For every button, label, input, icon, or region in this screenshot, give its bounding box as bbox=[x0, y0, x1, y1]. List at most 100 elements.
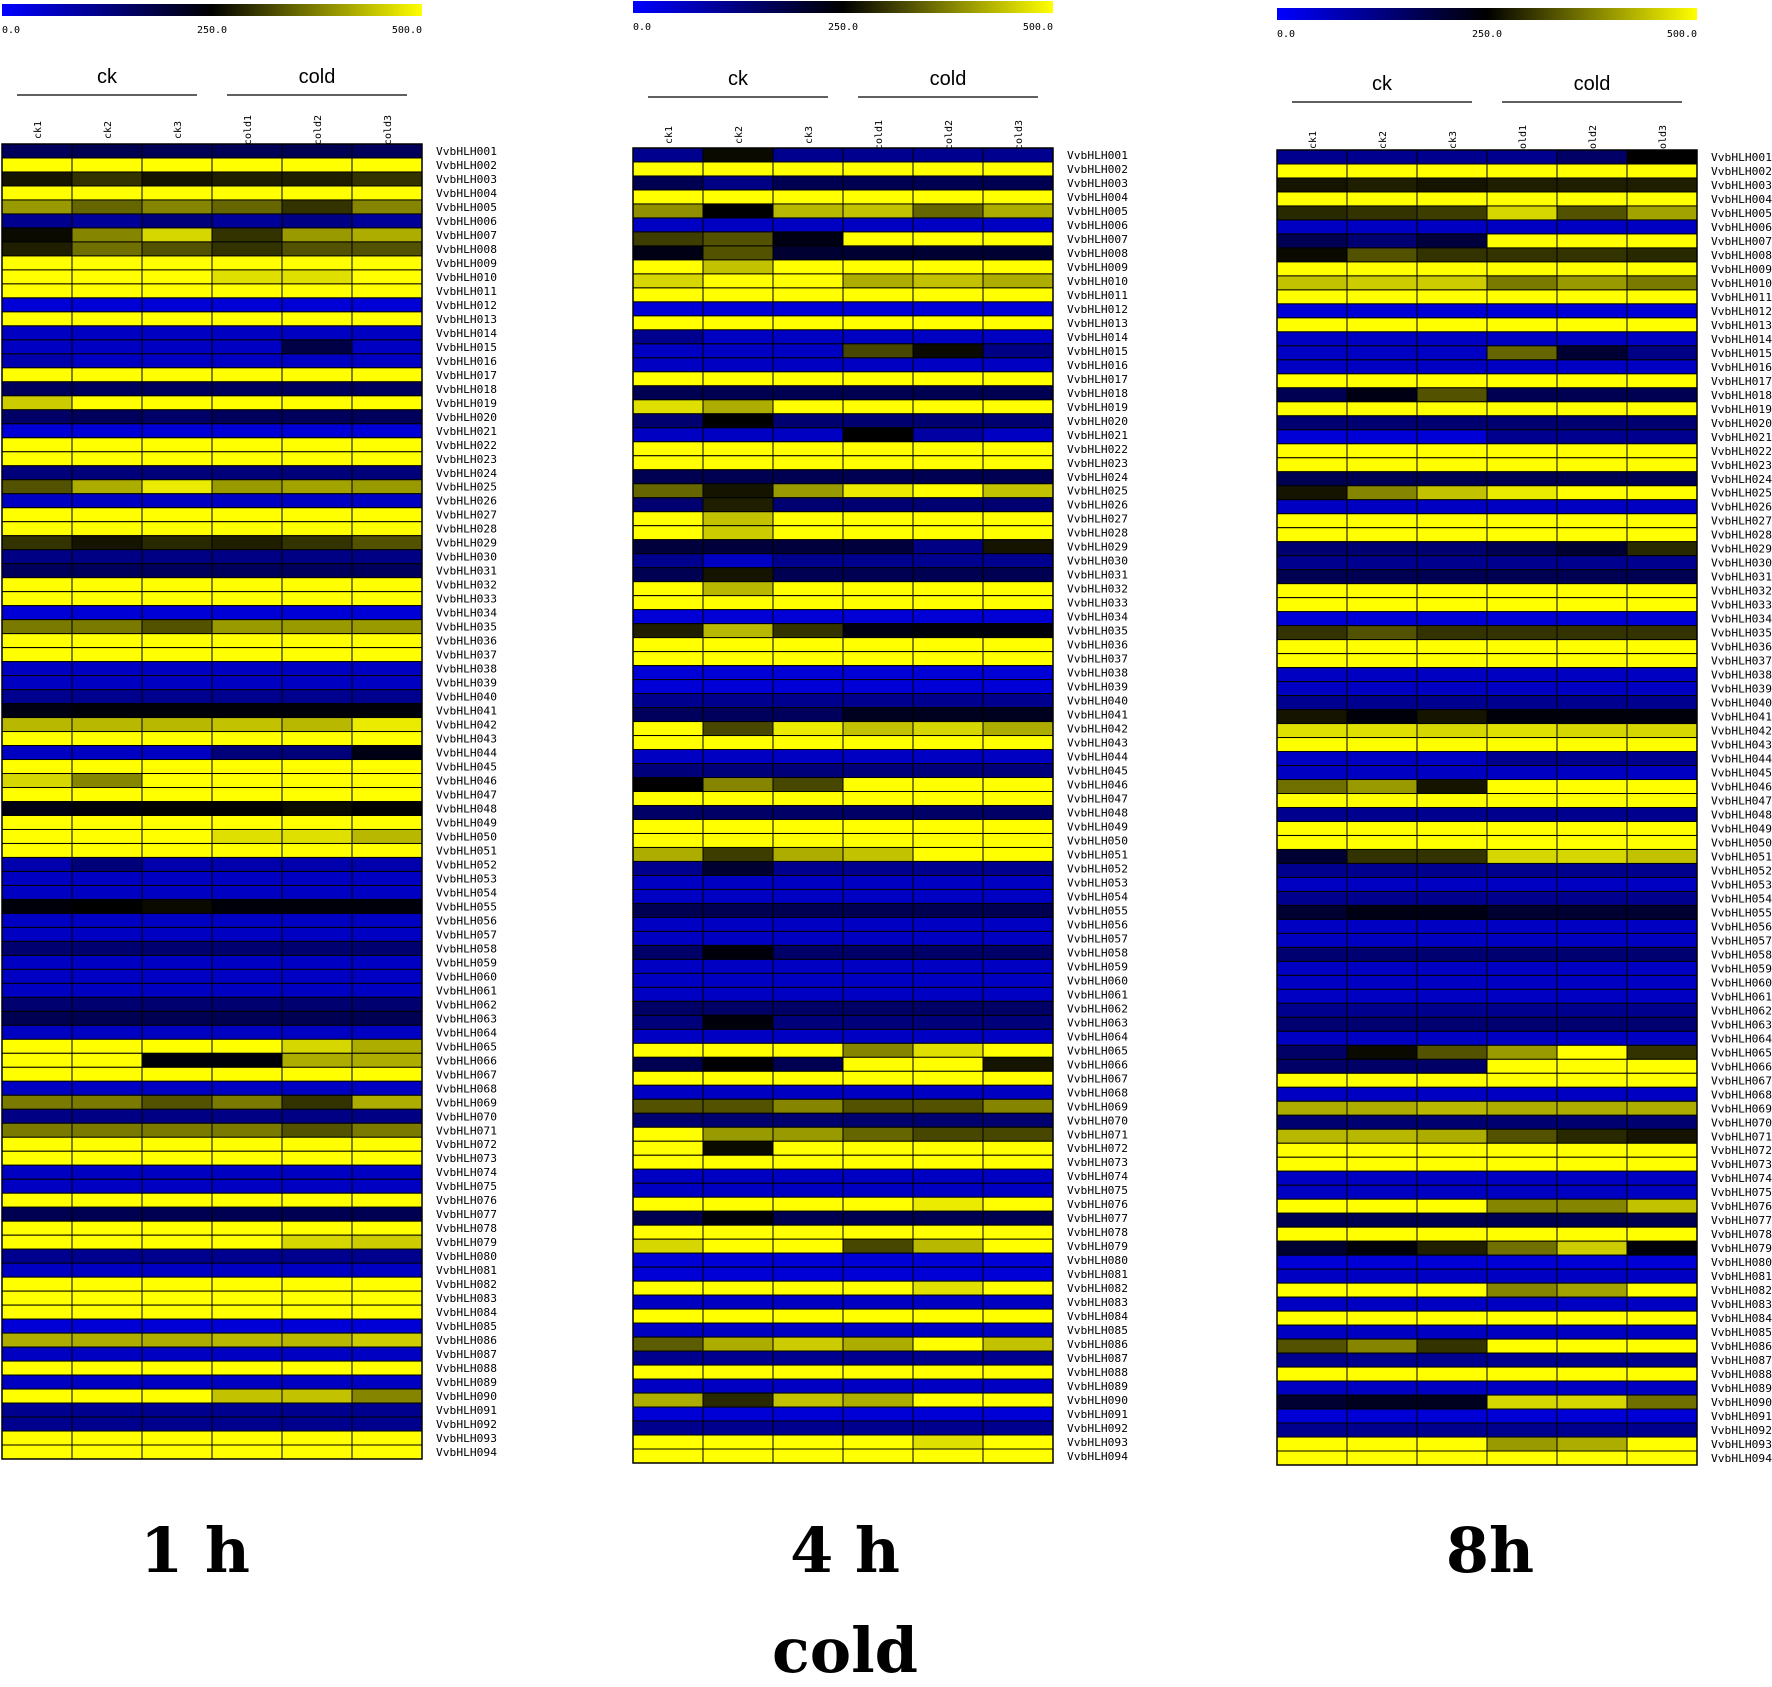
colorbar-max-label: 500.0 bbox=[1667, 29, 1697, 40]
heatmap-cell bbox=[1486, 373, 1558, 389]
row-label: VvbHLH066 bbox=[436, 1055, 497, 1067]
heatmap-cell bbox=[211, 1164, 283, 1180]
heatmap-cell bbox=[982, 413, 1054, 429]
heatmap-cell bbox=[1346, 499, 1418, 515]
heatmap-cell bbox=[702, 1098, 774, 1114]
heatmap-cell bbox=[1, 717, 73, 733]
heatmap-cell bbox=[1, 591, 73, 607]
heatmap-cell bbox=[351, 1136, 423, 1152]
row-label: VvbHLH051 bbox=[1711, 851, 1772, 863]
heatmap-cell bbox=[1276, 541, 1348, 557]
row-label: VvbHLH020 bbox=[1067, 416, 1128, 428]
heatmap-cell bbox=[1346, 163, 1418, 179]
heatmap-cell bbox=[632, 763, 704, 779]
heatmap-cell bbox=[1416, 331, 1488, 347]
heatmap-cell bbox=[982, 735, 1054, 751]
row-label: VvbHLH012 bbox=[1067, 304, 1128, 316]
heatmap-cell bbox=[1416, 1268, 1488, 1284]
heatmap-cell bbox=[1626, 625, 1698, 641]
colorbar-min-label: 0.0 bbox=[1277, 29, 1295, 40]
heatmap-cell bbox=[1486, 1394, 1558, 1410]
heatmap-cell bbox=[842, 469, 914, 485]
heatmap-cell bbox=[1486, 1156, 1558, 1172]
heatmap-cell bbox=[912, 832, 984, 848]
heatmap-cell bbox=[1276, 1226, 1348, 1242]
row-label: VvbHLH060 bbox=[1711, 977, 1772, 989]
heatmap-cell bbox=[281, 325, 353, 341]
heatmap-cell bbox=[982, 1112, 1054, 1128]
heatmap-cell bbox=[1486, 387, 1558, 403]
heatmap-cell bbox=[211, 1332, 283, 1348]
heatmap-cell bbox=[702, 273, 774, 289]
heatmap-cell bbox=[71, 213, 143, 229]
heatmap-cell bbox=[1556, 862, 1628, 878]
heatmap-cell bbox=[211, 591, 283, 607]
heatmap-cell bbox=[772, 399, 844, 415]
heatmap-cell bbox=[772, 1098, 844, 1114]
heatmap-cell bbox=[281, 255, 353, 271]
row-label: VvbHLH004 bbox=[1067, 192, 1128, 204]
row-label: VvbHLH006 bbox=[436, 216, 497, 228]
heatmap-cell bbox=[842, 930, 914, 946]
heatmap-cell bbox=[1556, 499, 1628, 515]
heatmap-cell bbox=[1416, 261, 1488, 277]
row-label: VvbHLH057 bbox=[1711, 935, 1772, 947]
heatmap-cell bbox=[702, 679, 774, 695]
heatmap-cell bbox=[1626, 583, 1698, 599]
heatmap-cell bbox=[912, 874, 984, 890]
heatmap-cell bbox=[281, 954, 353, 970]
heatmap-cell bbox=[702, 1294, 774, 1310]
heatmap-cell bbox=[772, 1294, 844, 1310]
heatmap-cell bbox=[351, 828, 423, 844]
heatmap-cell bbox=[1556, 1366, 1628, 1382]
heatmap-cell bbox=[702, 1070, 774, 1086]
row-label: VvbHLH067 bbox=[436, 1069, 497, 1081]
heatmap-cell bbox=[1276, 1156, 1348, 1172]
heatmap-cell bbox=[842, 357, 914, 373]
heatmap-cell bbox=[632, 1378, 704, 1394]
heatmap-cell bbox=[1416, 709, 1488, 725]
heatmap-cell bbox=[982, 385, 1054, 401]
heatmap-cell bbox=[1276, 1184, 1348, 1200]
row-label: VvbHLH029 bbox=[1711, 544, 1772, 556]
heatmap-cell bbox=[281, 1094, 353, 1110]
heatmap-cell bbox=[1, 661, 73, 677]
heatmap-cell bbox=[351, 409, 423, 425]
column-label-ck1: ck1 bbox=[664, 126, 675, 144]
heatmap-cell bbox=[1416, 163, 1488, 179]
heatmap-cell bbox=[1416, 890, 1488, 906]
heatmap-cell bbox=[1626, 946, 1698, 962]
row-label: VvbHLH041 bbox=[1067, 710, 1128, 722]
heatmap-cell bbox=[71, 1276, 143, 1292]
heatmap-cell bbox=[702, 1420, 774, 1436]
heatmap-cell bbox=[1346, 1408, 1418, 1424]
heatmap-cell bbox=[1276, 191, 1348, 207]
heatmap-cell bbox=[1626, 373, 1698, 389]
heatmap-cell bbox=[1486, 401, 1558, 417]
heatmap-cell bbox=[351, 926, 423, 942]
heatmap-cell bbox=[1, 255, 73, 271]
row-label: VvbHLH045 bbox=[1711, 768, 1772, 780]
heatmap-cell bbox=[842, 371, 914, 387]
heatmap-cell bbox=[351, 1416, 423, 1432]
heatmap-cell bbox=[1556, 1142, 1628, 1158]
row-label: VvbHLH046 bbox=[1067, 780, 1128, 792]
heatmap-cell bbox=[702, 483, 774, 499]
heatmap-cell bbox=[1416, 1002, 1488, 1018]
heatmap-cell bbox=[912, 609, 984, 625]
heatmap-cell bbox=[982, 497, 1054, 513]
heatmap-cell bbox=[982, 986, 1054, 1002]
heatmap-cell bbox=[71, 241, 143, 257]
row-label: VvbHLH089 bbox=[1067, 1381, 1128, 1393]
heatmap-cell bbox=[351, 465, 423, 481]
heatmap-cell bbox=[1626, 974, 1698, 990]
heatmap-cell bbox=[211, 759, 283, 775]
heatmap-cell bbox=[912, 763, 984, 779]
column-label-cold3: cold3 bbox=[383, 115, 394, 145]
row-label: VvbHLH007 bbox=[1067, 234, 1128, 246]
heatmap-cell bbox=[1556, 205, 1628, 221]
heatmap-cell bbox=[632, 916, 704, 932]
row-label: VvbHLH072 bbox=[436, 1139, 497, 1151]
heatmap-cell bbox=[351, 787, 423, 802]
heatmap-cell bbox=[211, 1444, 283, 1460]
